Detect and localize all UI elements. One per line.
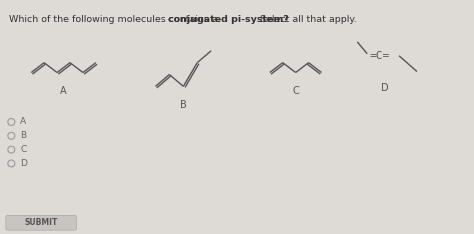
Text: Select all that apply.: Select all that apply. bbox=[257, 15, 357, 24]
Text: B: B bbox=[180, 100, 187, 110]
Text: D: D bbox=[381, 83, 389, 93]
Text: SUBMIT: SUBMIT bbox=[25, 218, 58, 227]
Text: A: A bbox=[60, 86, 67, 96]
Text: A: A bbox=[20, 117, 27, 126]
Text: =C=: =C= bbox=[369, 51, 390, 61]
Text: D: D bbox=[20, 159, 27, 168]
Text: conjugated pi-system?: conjugated pi-system? bbox=[168, 15, 289, 24]
Text: B: B bbox=[20, 131, 27, 140]
Text: C: C bbox=[292, 86, 299, 96]
Text: Which of the following molecules contains a: Which of the following molecules contain… bbox=[9, 15, 221, 24]
Text: C: C bbox=[20, 145, 27, 154]
FancyBboxPatch shape bbox=[6, 215, 76, 230]
